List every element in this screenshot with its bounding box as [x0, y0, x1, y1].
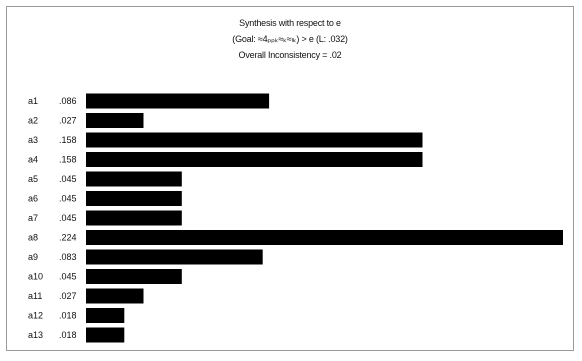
- category-label: a9: [28, 252, 38, 262]
- inconsistency-text: Overall Inconsistency = .02: [238, 50, 342, 60]
- bar: [86, 269, 182, 284]
- value-label: .018: [59, 311, 77, 321]
- value-label: .086: [59, 96, 77, 106]
- bar: [86, 113, 144, 128]
- bar: [86, 191, 182, 206]
- bar: [86, 230, 563, 245]
- value-label: .045: [59, 272, 77, 282]
- category-label: a5: [28, 174, 38, 184]
- bar: [86, 171, 182, 187]
- category-label: a1: [28, 96, 38, 106]
- category-label: a3: [28, 135, 38, 145]
- bar: [86, 249, 263, 265]
- category-label: a4: [28, 155, 38, 165]
- value-label: .018: [59, 330, 77, 340]
- value-label: .158: [59, 155, 77, 165]
- value-label: .083: [59, 252, 77, 262]
- category-label: a10: [28, 272, 43, 282]
- bar: [86, 288, 144, 304]
- bar: [86, 210, 182, 226]
- bar: [86, 132, 423, 148]
- chart-title-block: Synthesis with respect to e (Goal: ≈4ₚₚₖ…: [7, 15, 573, 63]
- bar: [86, 308, 125, 323]
- category-label: a2: [28, 116, 38, 126]
- bar: [86, 327, 125, 343]
- category-label: a7: [28, 213, 38, 223]
- chart-title: Synthesis with respect to e: [239, 18, 341, 28]
- category-label: a6: [28, 194, 38, 204]
- category-label: a13: [28, 330, 43, 340]
- category-label: a8: [28, 233, 38, 243]
- chart-subtitle: (Goal: ≈4ₚₚₖ≈ₖ≈ₗₖ) > e (L: .032): [232, 34, 348, 44]
- value-label: .045: [59, 213, 77, 223]
- value-label: .158: [59, 135, 77, 145]
- value-label: .224: [59, 233, 77, 243]
- category-label: a12: [28, 311, 43, 321]
- bar: [86, 93, 270, 109]
- value-label: .027: [59, 116, 77, 126]
- value-label: .027: [59, 291, 77, 301]
- value-label: .045: [59, 194, 77, 204]
- value-label: .045: [59, 174, 77, 184]
- category-label: a11: [28, 291, 42, 301]
- bar: [86, 152, 423, 167]
